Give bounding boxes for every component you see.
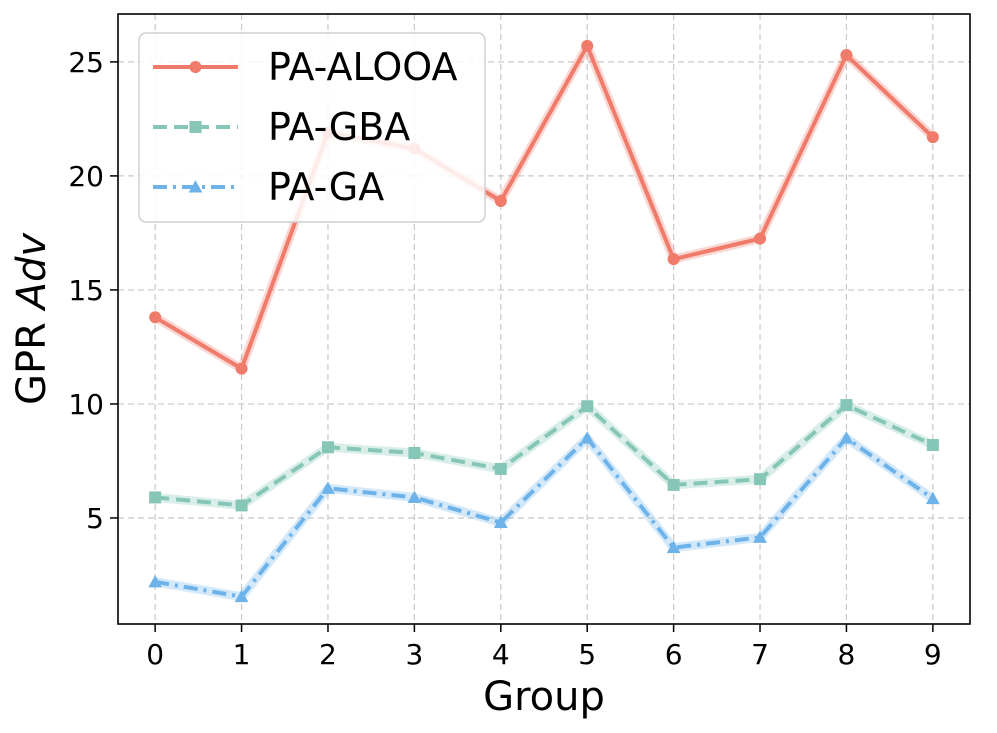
y-axis-label-italic: Adv: [9, 232, 55, 313]
data-point: [494, 194, 507, 207]
x-tick-label: 6: [665, 638, 683, 671]
data-point: [408, 446, 421, 459]
legend-item: PA-ALOOA: [153, 45, 457, 89]
data-point: [839, 431, 854, 444]
series-pa-alooa: [149, 39, 939, 375]
data-point: [149, 491, 162, 504]
y-tick-label: 25: [68, 46, 104, 79]
data-point: [234, 589, 249, 603]
data-point: [321, 441, 334, 454]
data-point: [494, 462, 507, 475]
data-point: [926, 438, 939, 451]
y-axis-label: GPR Adv: [9, 232, 55, 405]
y-tick-label: 15: [68, 274, 104, 307]
y-tick-label: 5: [86, 502, 104, 535]
data-point: [493, 515, 508, 529]
x-tick-label: 7: [751, 638, 769, 671]
legend-label: PA-GBA: [268, 105, 410, 149]
x-tick-label: 3: [405, 638, 423, 671]
data-point: [667, 478, 680, 491]
x-tick-label: 0: [146, 638, 164, 671]
legend-label: PA-ALOOA: [268, 45, 457, 89]
x-tick-label: 2: [319, 638, 337, 671]
y-ticks: 5 10 15 20 25: [68, 46, 118, 535]
data-point: [840, 49, 853, 62]
data-point: [840, 399, 853, 412]
x-tick-label: 5: [578, 638, 596, 671]
legend: PA-ALOOA PA-GBA PA-GA: [138, 32, 486, 223]
x-tick-label: 4: [492, 638, 510, 671]
y-axis-label-prefix: GPR: [9, 309, 55, 405]
data-point: [666, 540, 681, 554]
series-line: [154, 43, 935, 371]
y-tick-label: 10: [68, 388, 104, 421]
data-point: [667, 253, 680, 266]
data-point: [926, 131, 939, 144]
legend-marker: [189, 61, 202, 73]
series-pa-ga: [148, 431, 940, 603]
data-point: [754, 473, 767, 486]
data-point: [148, 574, 163, 588]
data-point: [407, 490, 422, 503]
x-axis-label: Group: [483, 674, 605, 720]
legend-box: [138, 32, 486, 223]
data-point: [754, 232, 767, 245]
series-line: [154, 436, 934, 599]
legend-item: PA-GBA: [153, 105, 410, 149]
legend-label: PA-GA: [268, 165, 384, 209]
x-ticks: 0 1 2 3 4 5 6 7 8 9: [146, 624, 942, 671]
data-point: [581, 400, 594, 413]
x-tick-label: 8: [838, 638, 856, 671]
data-point: [753, 530, 767, 543]
legend-item: PA-GA: [153, 165, 384, 209]
data-point: [925, 491, 940, 505]
data-point: [581, 39, 594, 52]
x-tick-label: 9: [924, 638, 942, 671]
data-point: [235, 499, 248, 512]
data-point: [235, 362, 248, 375]
series-band: [154, 400, 935, 510]
x-tick-label: 1: [233, 638, 251, 671]
data-point: [149, 311, 162, 324]
series-line: [154, 403, 934, 508]
data-point: [321, 481, 335, 494]
data-point: [580, 431, 595, 444]
series-layer: [148, 39, 940, 603]
series-pa-gba: [149, 399, 939, 512]
legend-marker: [188, 180, 203, 193]
plot-frame: [117, 13, 971, 625]
legend-marker: [189, 121, 202, 133]
y-tick-label: 20: [68, 160, 104, 193]
